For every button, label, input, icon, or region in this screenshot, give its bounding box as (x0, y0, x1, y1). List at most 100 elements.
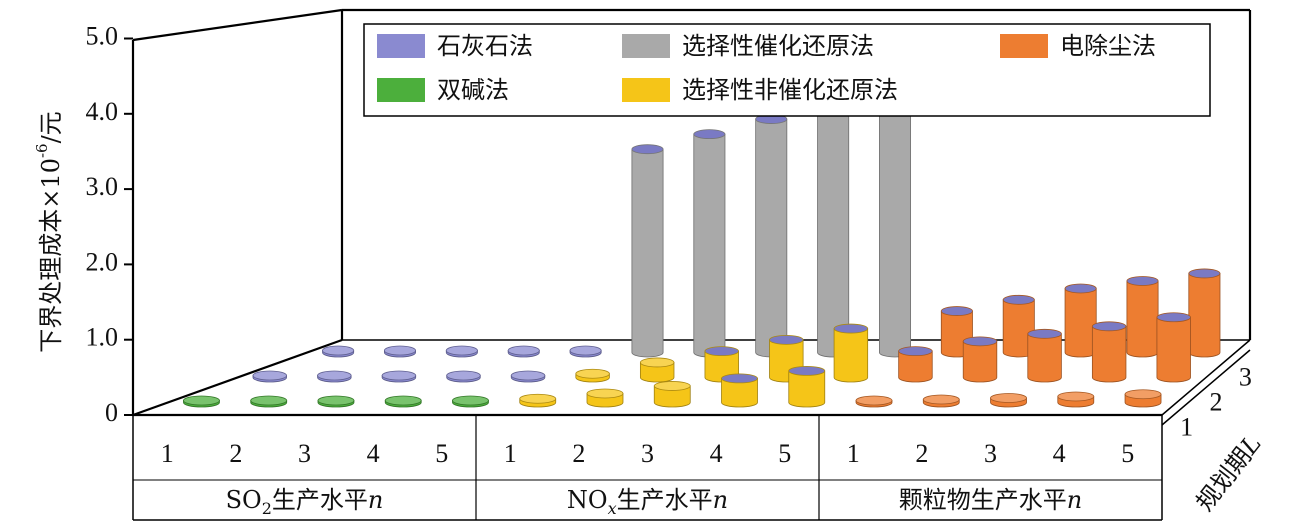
floor-left-edge (132, 338, 343, 417)
bar (879, 84, 912, 358)
x-group-label: 颗粒物生产水平n (899, 486, 1082, 514)
x-tick-label: 3 (298, 439, 311, 468)
bar-body (721, 378, 758, 408)
y-axis: 0 1.0 2.0 3.0 4.0 5.0 (86, 21, 133, 427)
bar-body (1126, 280, 1159, 358)
x-tick-label: 1 (161, 439, 174, 468)
bar (183, 395, 220, 408)
bar-top (575, 368, 610, 379)
bar (1057, 391, 1095, 408)
bar-top (769, 334, 804, 345)
bar-top (446, 370, 481, 381)
bar-top (381, 370, 417, 381)
bar (962, 336, 998, 383)
bar-top (693, 129, 726, 140)
bar (507, 345, 540, 358)
bar-top (384, 395, 422, 406)
x-tick-label: 5 (1121, 439, 1134, 468)
legend-box (363, 23, 1211, 117)
bar-top (507, 345, 540, 356)
z-tick-label: 3 (1239, 363, 1252, 392)
bar-top (1188, 268, 1221, 279)
x-group-label: NOx生产水平n (567, 486, 728, 518)
x-tick-label: 3 (984, 439, 997, 468)
bar (384, 395, 422, 408)
bar-body (755, 118, 788, 358)
legend-swatch (622, 34, 670, 58)
legend-swatch (622, 78, 670, 102)
bar (569, 345, 602, 358)
bar-top (252, 370, 287, 381)
bar (922, 394, 960, 408)
z-tick-label: 1 (1180, 413, 1193, 442)
bar (1188, 268, 1221, 358)
bar (817, 99, 850, 358)
legend-label: 电除尘法 (1060, 32, 1156, 60)
bar (855, 395, 893, 408)
bar (833, 323, 869, 383)
bar-top (452, 395, 489, 406)
y-axis-label: 下界处理成本×10-6/元 (33, 111, 65, 352)
legend-swatch (377, 34, 425, 58)
bars (183, 84, 1221, 408)
bar (586, 388, 624, 408)
bar (322, 345, 355, 358)
bar-top (962, 336, 998, 347)
floor-right-edge (1161, 339, 1251, 416)
y-tick-label: 0 (105, 398, 118, 427)
bar-top (1126, 276, 1159, 286)
y-tick-label: 4.0 (86, 97, 119, 126)
side-wall-top-edge (132, 8, 343, 42)
bar-top (704, 346, 739, 357)
legend-swatch (1000, 34, 1048, 58)
bar-top (940, 306, 973, 316)
bar (317, 370, 352, 383)
bar-top (569, 345, 602, 356)
bar-top (855, 395, 893, 406)
bar (383, 345, 416, 358)
bar-top (445, 345, 478, 356)
bar (1064, 283, 1097, 358)
bar (317, 395, 355, 408)
bar-body (817, 103, 850, 358)
bar-top (250, 395, 288, 406)
x-tick-label: 2 (229, 439, 242, 468)
bar-body (639, 362, 675, 383)
bar-body (879, 88, 912, 358)
bar-top (922, 394, 960, 405)
z-tick-label: 2 (1210, 388, 1223, 417)
bar (639, 357, 675, 383)
bar-top (1091, 321, 1127, 332)
x-group-label: SO2生产水平n (226, 486, 384, 518)
bar-top (1057, 391, 1095, 402)
bar-body (1064, 288, 1097, 358)
bar-body (898, 350, 933, 383)
y-tick-label: 3.0 (86, 172, 119, 201)
bar (1156, 312, 1191, 383)
legend-label: 选择性非催化还原法 (682, 76, 898, 104)
bar (990, 393, 1027, 408)
bar-top (833, 323, 869, 334)
bar (1126, 276, 1159, 358)
x-tick-label: 5 (435, 439, 448, 468)
bar (1124, 389, 1162, 408)
bar-top (383, 345, 416, 356)
bar (631, 144, 664, 358)
bar (653, 381, 691, 408)
bar (755, 114, 788, 358)
x-tick-label: 5 (778, 439, 791, 468)
bar-top (1027, 328, 1062, 339)
x-axis: 1 2 3 4 5 SO2生产水平n 1 2 3 4 5 NOx生产水平n 1 2 3 4 5 颗粒物生产水平n (132, 415, 1163, 521)
bar (1027, 328, 1062, 383)
bar-top (322, 345, 355, 356)
bar-top (631, 144, 664, 155)
bar-top (788, 365, 826, 376)
bar-top (639, 357, 675, 368)
x-tick-label: 4 (367, 439, 380, 468)
bar-body (631, 148, 664, 358)
bar-top (183, 395, 220, 406)
x-tick-label: 4 (1053, 439, 1066, 468)
x-tick-label: 2 (915, 439, 928, 468)
